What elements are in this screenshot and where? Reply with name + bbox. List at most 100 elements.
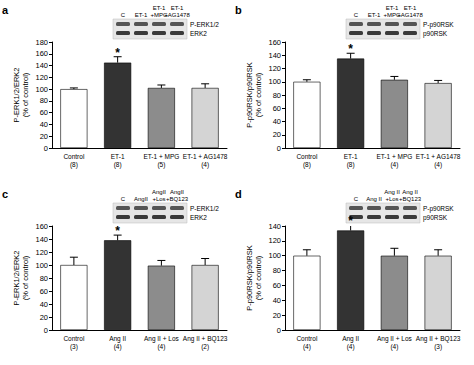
svg-text:60: 60 xyxy=(273,104,281,113)
svg-text:(% of control): (% of control) xyxy=(254,255,263,300)
svg-text:P-p90RSK: P-p90RSK xyxy=(423,21,454,29)
svg-text:40: 40 xyxy=(40,120,48,129)
svg-text:C: C xyxy=(121,12,126,18)
svg-text:ET-1: ET-1 xyxy=(171,5,184,11)
svg-text:80: 80 xyxy=(40,96,48,105)
svg-text:(5): (5) xyxy=(157,161,165,169)
svg-text:0: 0 xyxy=(277,144,281,153)
svg-text:Ang II + BQ123: Ang II + BQ123 xyxy=(183,335,228,343)
svg-text:40: 40 xyxy=(273,117,281,126)
svg-text:Ang II: Ang II xyxy=(109,335,126,343)
svg-text:(8): (8) xyxy=(303,161,311,169)
svg-text:(8): (8) xyxy=(347,161,355,169)
svg-text:Ang II: Ang II xyxy=(402,189,418,195)
svg-text:*: * xyxy=(348,42,353,56)
svg-text:*: * xyxy=(115,224,120,238)
svg-text:(4): (4) xyxy=(303,343,311,351)
svg-text:20: 20 xyxy=(40,132,48,141)
svg-text:0: 0 xyxy=(44,144,48,153)
svg-text:Ang II + BQ123: Ang II + BQ123 xyxy=(416,335,461,343)
svg-text:(4): (4) xyxy=(390,161,398,169)
svg-text:p90RSK: p90RSK xyxy=(423,214,448,222)
svg-text:P-p90RSK: P-p90RSK xyxy=(423,205,454,213)
svg-text:(3): (3) xyxy=(70,343,78,351)
svg-text:(8): (8) xyxy=(114,161,122,169)
svg-text:Ang II + Los: Ang II + Los xyxy=(377,335,413,343)
svg-text:ET-1: ET-1 xyxy=(111,153,125,160)
svg-text:*: * xyxy=(115,46,120,60)
svg-text:Ang II + Los: Ang II + Los xyxy=(144,335,180,343)
svg-text:60: 60 xyxy=(273,281,281,290)
svg-text:100: 100 xyxy=(35,261,48,270)
svg-text:Ang II: Ang II xyxy=(342,335,359,343)
svg-text:ET-1: ET-1 xyxy=(153,5,166,11)
svg-text:120: 120 xyxy=(268,236,281,245)
svg-text:ET-1 + MPG: ET-1 + MPG xyxy=(143,153,179,160)
svg-text:60: 60 xyxy=(40,108,48,117)
svg-text:AngII: AngII xyxy=(152,189,166,195)
svg-text:80: 80 xyxy=(273,91,281,100)
svg-text:(4): (4) xyxy=(157,343,165,351)
svg-text:Ang II: Ang II xyxy=(384,189,400,195)
svg-text:40: 40 xyxy=(273,296,281,305)
svg-text:(2): (2) xyxy=(201,343,209,351)
svg-text:(4): (4) xyxy=(114,343,122,351)
svg-text:100: 100 xyxy=(268,77,281,86)
svg-text:Control: Control xyxy=(296,335,318,342)
svg-text:140: 140 xyxy=(268,51,281,60)
svg-text:120: 120 xyxy=(35,73,48,82)
svg-text:140: 140 xyxy=(268,222,281,231)
svg-text:+BQ123: +BQ123 xyxy=(399,196,422,202)
svg-text:Control: Control xyxy=(296,153,318,160)
svg-text:ERK2: ERK2 xyxy=(190,214,207,221)
svg-text:120: 120 xyxy=(35,248,48,257)
svg-text:c: c xyxy=(2,188,8,200)
svg-text:C: C xyxy=(121,196,126,202)
svg-text:0: 0 xyxy=(277,326,281,335)
svg-text:140: 140 xyxy=(35,235,48,244)
svg-text:100: 100 xyxy=(35,85,48,94)
svg-text:(4): (4) xyxy=(390,343,398,351)
svg-text:180: 180 xyxy=(35,38,48,47)
svg-text:a: a xyxy=(2,4,9,16)
svg-text:P-p90RSK/p90RSK: P-p90RSK/p90RSK xyxy=(245,62,254,127)
svg-text:P-p90RSK/p90RSK: P-p90RSK/p90RSK xyxy=(245,245,254,310)
svg-text:+BQ123: +BQ123 xyxy=(166,196,189,202)
svg-text:80: 80 xyxy=(273,266,281,275)
svg-text:160: 160 xyxy=(268,38,281,47)
svg-text:(4): (4) xyxy=(201,161,209,169)
svg-text:(8): (8) xyxy=(70,161,78,169)
svg-text:AngII: AngII xyxy=(134,196,148,202)
svg-text:d: d xyxy=(235,188,242,200)
svg-text:Control: Control xyxy=(63,153,85,160)
svg-text:b: b xyxy=(235,4,242,16)
svg-text:(% of control): (% of control) xyxy=(254,72,263,117)
svg-text:ET-1: ET-1 xyxy=(404,5,417,11)
svg-text:+AG1478: +AG1478 xyxy=(164,12,190,18)
svg-text:ET-1: ET-1 xyxy=(344,153,358,160)
svg-text:160: 160 xyxy=(35,222,48,231)
svg-text:*: * xyxy=(348,214,353,228)
svg-text:80: 80 xyxy=(40,274,48,283)
svg-text:(4): (4) xyxy=(434,161,442,169)
svg-text:ET-1 + AG1478: ET-1 + AG1478 xyxy=(416,153,461,160)
svg-text:(% of control): (% of control) xyxy=(21,255,30,300)
svg-text:AngII: AngII xyxy=(170,189,184,195)
svg-text:ET-1: ET-1 xyxy=(135,12,148,18)
svg-text:ERK2: ERK2 xyxy=(190,30,207,37)
svg-text:140: 140 xyxy=(35,61,48,70)
svg-text:P-ERK1/2/ERK2: P-ERK1/2/ERK2 xyxy=(12,250,21,305)
svg-text:ET-1 + AG1478: ET-1 + AG1478 xyxy=(183,153,228,160)
svg-text:60: 60 xyxy=(40,287,48,296)
svg-text:20: 20 xyxy=(273,311,281,320)
svg-text:100: 100 xyxy=(268,251,281,260)
svg-text:+Los: +Los xyxy=(385,196,398,202)
svg-text:40: 40 xyxy=(40,300,48,309)
svg-text:p90RSK: p90RSK xyxy=(423,30,448,38)
svg-text:(% of control): (% of control) xyxy=(21,72,30,117)
svg-text:Control: Control xyxy=(63,335,85,342)
svg-text:P-ERK1/2/ERK2: P-ERK1/2/ERK2 xyxy=(12,67,21,122)
svg-text:(3): (3) xyxy=(434,343,442,351)
svg-text:P-ERK1/2: P-ERK1/2 xyxy=(190,21,219,28)
svg-text:+AG1478: +AG1478 xyxy=(397,12,423,18)
